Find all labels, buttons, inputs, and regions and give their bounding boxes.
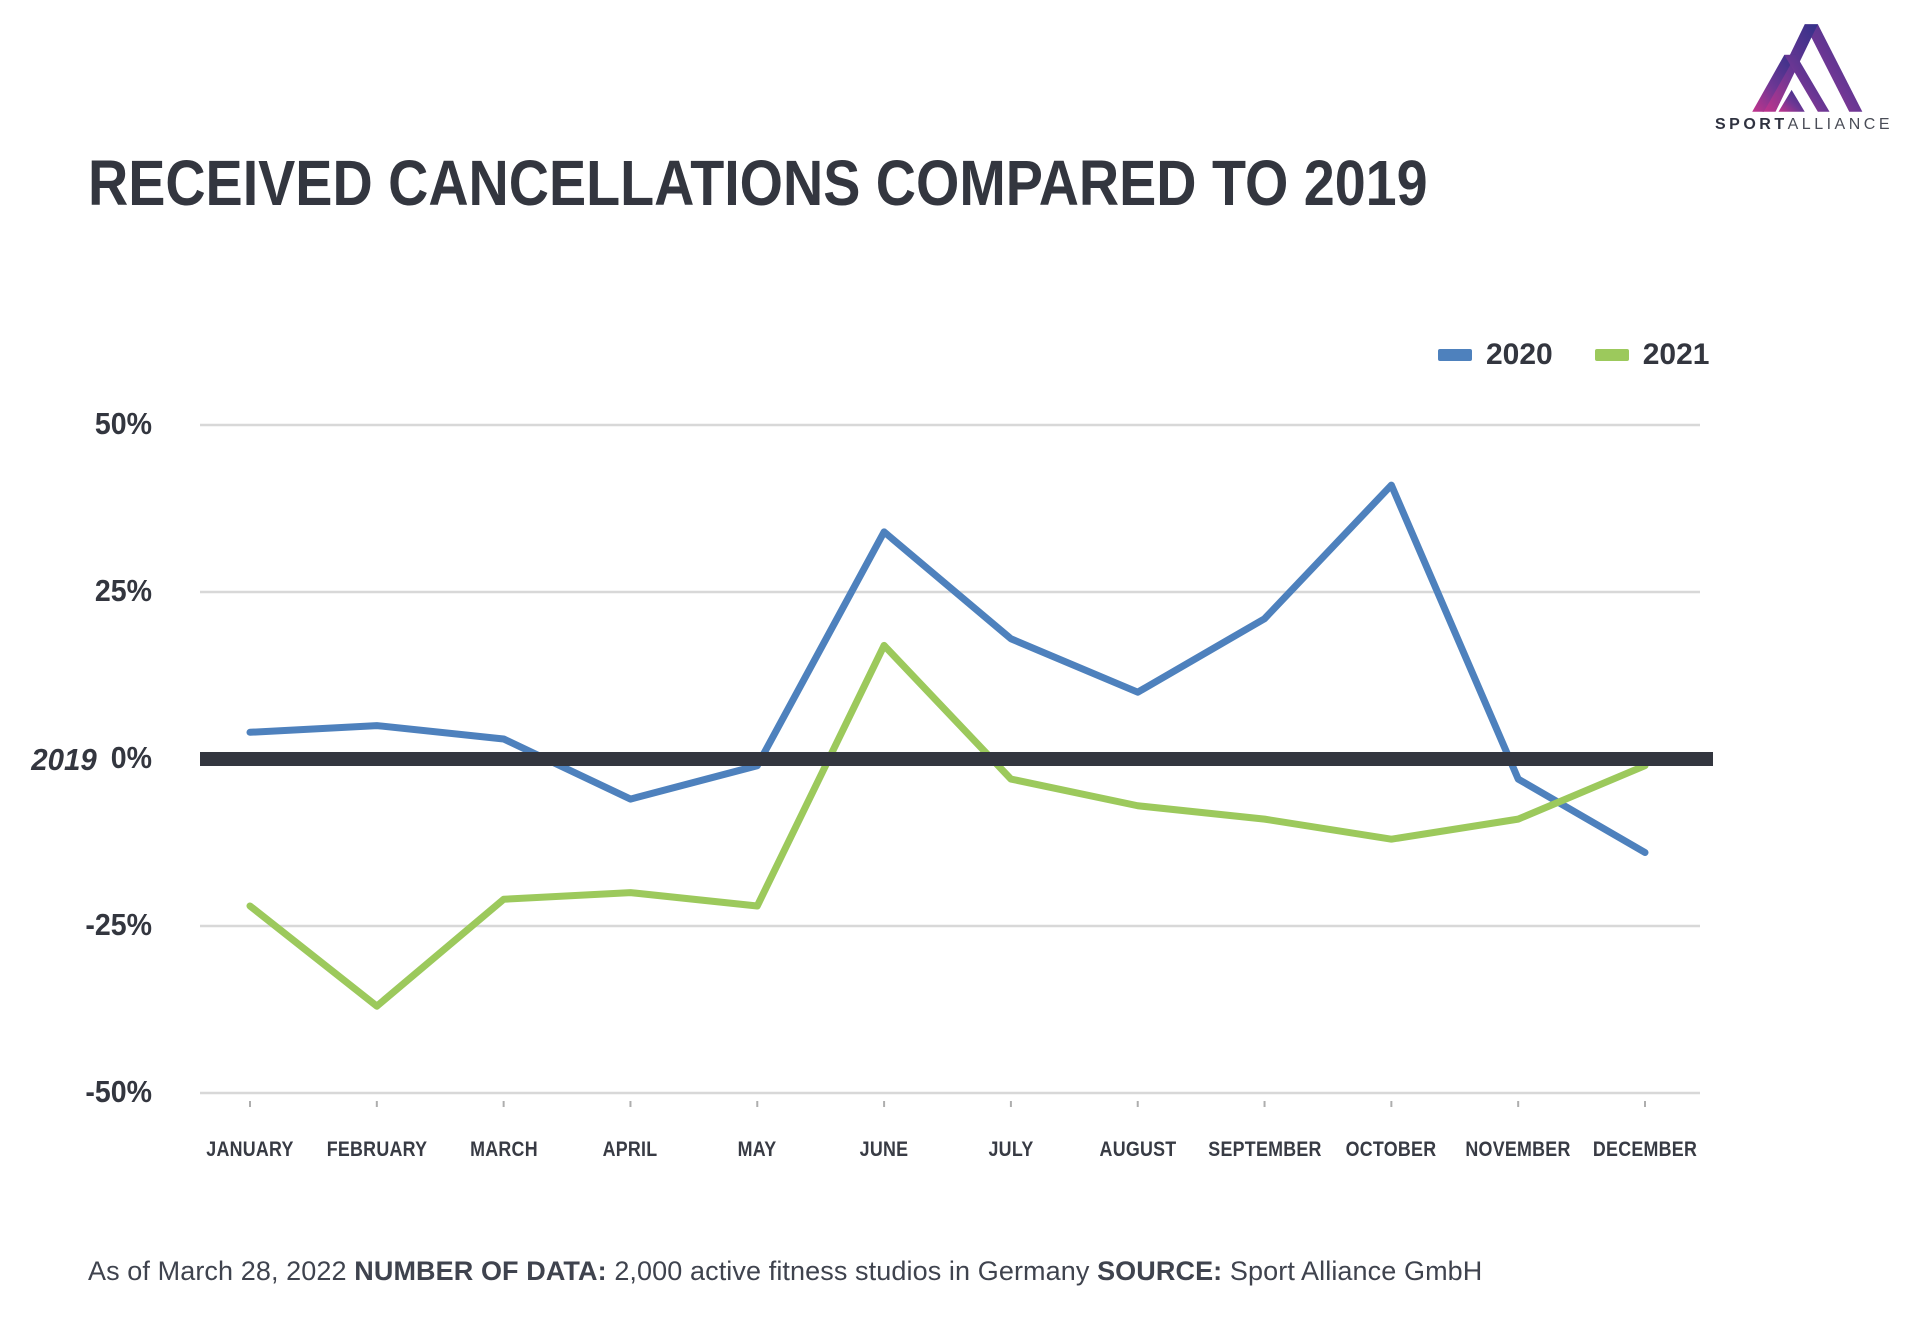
chart-legend: 2020 2021 [1438,338,1710,372]
x-axis-label-july: JULY [988,1138,1034,1161]
baseline-year-label: 2019 [31,742,97,777]
footnote-segment-2: 2,000 active fitness studios in Germany [606,1256,1098,1286]
series-line-2021 [246,641,1649,1010]
y-axis-label--25%: -25% [85,907,152,942]
x-axis-label-march: MARCH [469,1138,538,1161]
source-footnote: As of March 28, 2022 NUMBER OF DATA: 2,0… [88,1256,1482,1287]
x-axis-label-september: SEPTEMBER [1207,1138,1322,1161]
page-title: RECEIVED CANCELLATIONS COMPARED TO 2019 [88,147,1428,219]
footnote-segment-3: SOURCE: [1097,1256,1223,1286]
x-axis-label-december: DECEMBER [1592,1138,1698,1161]
x-axis-label-january: JANUARY [206,1138,294,1161]
footnote-segment-0: As of March 28, 2022 [88,1256,355,1286]
x-axis-label-november: NOVEMBER [1465,1138,1571,1161]
x-axis-label-april: APRIL [603,1138,658,1161]
x-axis-label-june: JUNE [859,1138,909,1161]
y-axis-label-50%: 50% [94,406,152,441]
x-axis-label-october: OCTOBER [1345,1138,1437,1161]
logo-text-alliance: ALLIANCE [1787,116,1893,133]
x-axis-label-february: FEBRUARY [326,1138,428,1161]
legend-label-2021: 2021 [1642,338,1710,371]
footnote-segment-1: NUMBER OF DATA: [354,1256,607,1286]
x-axis-label-august: AUGUST [1099,1138,1177,1161]
footnote-segment-4: Sport Alliance GmbH [1222,1256,1483,1286]
legend-label-2020: 2020 [1486,338,1553,371]
series-line-2020 [246,481,1649,857]
logo-text-sport: SPORT [1715,116,1788,133]
y-axis-label-25%: 25% [94,573,152,608]
legend-item-2020: 2020 [1438,338,1553,372]
sport-alliance-logo-icon [1752,24,1863,112]
legend-item-2021: 2021 [1594,338,1710,372]
legend-swatch-2021 [1594,349,1629,361]
x-axis-label-may: MAY [737,1138,777,1161]
y-axis-label--50%: -50% [85,1074,152,1109]
sport-alliance-logo-text: SPORTALLIANCE [1696,116,1912,134]
sport-alliance-logo: SPORTALLIANCE [1696,24,1912,134]
y-axis-label-0%: 0% [110,740,152,775]
legend-swatch-2020 [1438,349,1472,361]
